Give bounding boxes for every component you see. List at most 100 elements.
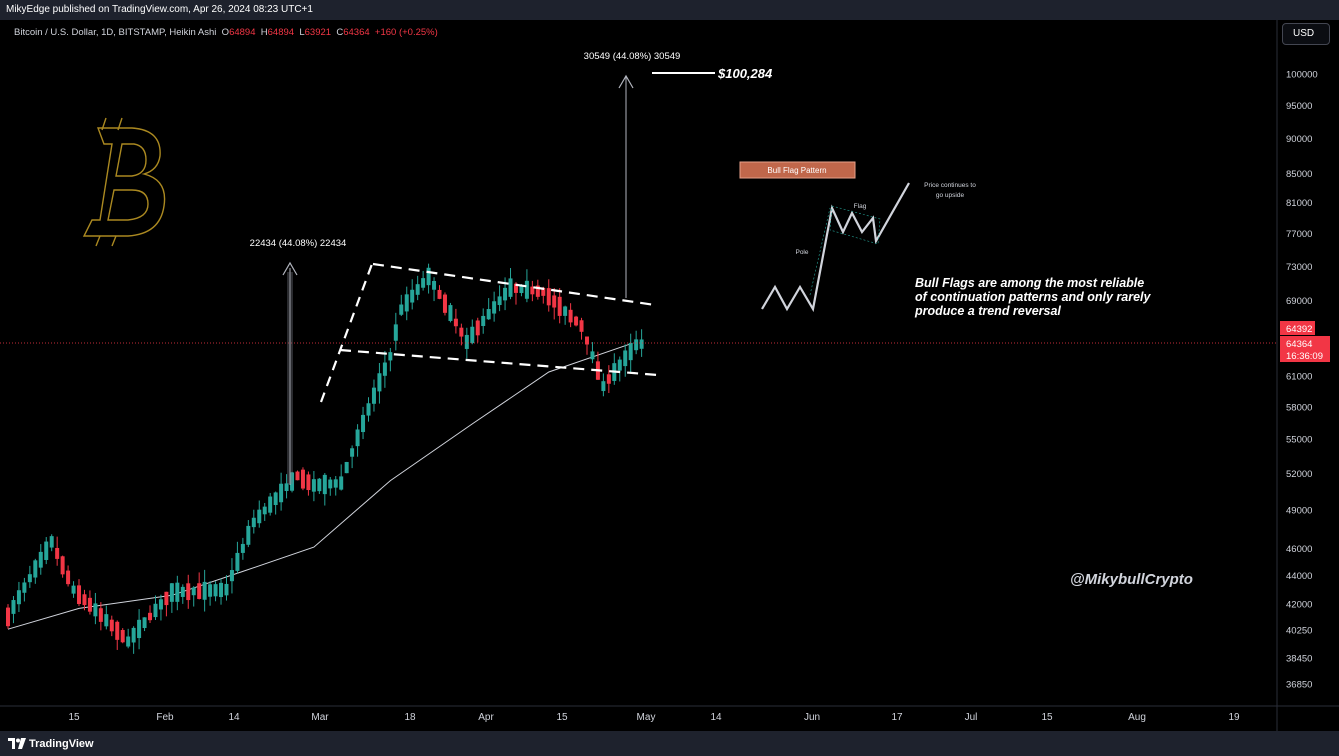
diagram-price-path [761, 182, 910, 313]
candle-body [240, 543, 245, 553]
description-line-1: Bull Flags are among the most reliable [915, 276, 1144, 290]
price-tick-label: 42000 [1286, 600, 1312, 611]
candle-body [186, 583, 191, 601]
pole-arrow-fill [287, 272, 293, 484]
diagram-flag-label: Flag [854, 203, 867, 210]
candle-body [470, 326, 475, 344]
price-tick-label: 85000 [1286, 169, 1312, 180]
candle-body [530, 286, 535, 295]
candle-body [33, 560, 38, 578]
candle-body [153, 603, 158, 618]
price-tick-label: 46000 [1286, 544, 1312, 555]
bitcoin-logo [82, 117, 166, 247]
close-price-tag [1280, 336, 1330, 362]
candle-body [519, 285, 524, 294]
candle-body [202, 581, 207, 600]
candle-body [6, 607, 10, 627]
candle-body [333, 479, 338, 488]
high-value: 64894 [267, 27, 295, 38]
candle-body [49, 536, 54, 548]
change-value: +160 (+0.25%) [374, 27, 438, 38]
candle-body [344, 461, 349, 474]
candle-body [279, 483, 284, 503]
candle-body [273, 492, 278, 506]
candle-body [481, 315, 486, 327]
time-tick-label: Jun [804, 712, 820, 723]
description-line-3: produce a trend reversal [914, 304, 1061, 318]
candle-body [568, 309, 573, 323]
time-tick-label: 19 [1228, 712, 1240, 723]
candle-body [492, 301, 497, 314]
candle-body [475, 320, 480, 336]
time-tick-label: 15 [1041, 712, 1053, 723]
candle-body [197, 583, 202, 599]
price-tick-label: 58000 [1286, 402, 1312, 413]
candle-body [339, 476, 344, 490]
candle-body [617, 359, 622, 371]
candle-body [126, 636, 131, 647]
price-tick-label: 36850 [1286, 679, 1312, 690]
symbol-legend: Bitcoin / U.S. Dollar, 1D, BITSTAMP, Hei… [14, 27, 438, 38]
candle-body [421, 278, 426, 288]
candle-body [131, 627, 136, 643]
price-tick-label: 38450 [1286, 653, 1312, 664]
candle-body [442, 294, 447, 313]
candle-body [584, 336, 589, 345]
diagram-pole-guide [809, 207, 831, 296]
candle-body [246, 525, 251, 545]
candle-body [361, 414, 366, 433]
candle-body [290, 472, 295, 491]
candle-body [574, 316, 579, 326]
candle-body [16, 590, 21, 605]
candle-body [415, 284, 420, 295]
price-tick-label: 90000 [1286, 134, 1312, 145]
candle-body [535, 285, 540, 297]
candle-body [410, 289, 415, 303]
time-tick-label: 14 [710, 712, 722, 723]
candle-body [623, 350, 628, 367]
candle-body [317, 478, 322, 492]
tradingview-logo-icon [8, 738, 26, 749]
time-tick-label: 15 [556, 712, 568, 723]
footer-bar: TradingView [0, 731, 1339, 756]
candle-body [328, 479, 333, 489]
candle-body [98, 608, 103, 622]
candle-body [262, 506, 267, 515]
candle-body [224, 583, 229, 596]
candle-body [377, 373, 382, 392]
candle-body [104, 614, 109, 627]
candle-body [552, 295, 557, 308]
time-tick-label: May [637, 712, 656, 723]
currency-button[interactable]: USD [1282, 23, 1330, 45]
candle-body [404, 294, 409, 312]
candle-body [175, 582, 180, 602]
candle-body [541, 287, 546, 296]
candle-body [257, 509, 262, 524]
flag-lower-line [339, 348, 659, 377]
candle-body [60, 556, 65, 575]
candle-body [158, 599, 163, 610]
candle-body [497, 296, 502, 306]
diagram-continue-label-2: go upside [936, 192, 965, 199]
candle-body [93, 603, 98, 617]
candle-body [27, 574, 32, 583]
publisher-text: MikyEdge published on TradingView.com, A… [6, 4, 313, 15]
price-tick-label: 81000 [1286, 198, 1312, 209]
candle-body [213, 584, 218, 597]
time-tick-label: Feb [156, 712, 174, 723]
diagram-pole-label: Pole [795, 249, 808, 256]
chart-area[interactable] [0, 20, 1339, 731]
candle-body [115, 621, 120, 640]
candle-body [219, 582, 224, 598]
candle-body [169, 583, 174, 602]
watermark-handle: @MikybullCrypto [1070, 571, 1193, 588]
price-tick-label: 55000 [1286, 435, 1312, 446]
low-label: L [299, 27, 305, 38]
target-price-label: $100,284 [717, 66, 773, 81]
candle-body [38, 551, 43, 568]
price-tick-label: 77000 [1286, 229, 1312, 240]
open-label: O [221, 27, 230, 38]
candle-body [366, 403, 371, 416]
symbol-name: Bitcoin / U.S. Dollar, 1D, BITSTAMP, Hei… [14, 27, 217, 38]
